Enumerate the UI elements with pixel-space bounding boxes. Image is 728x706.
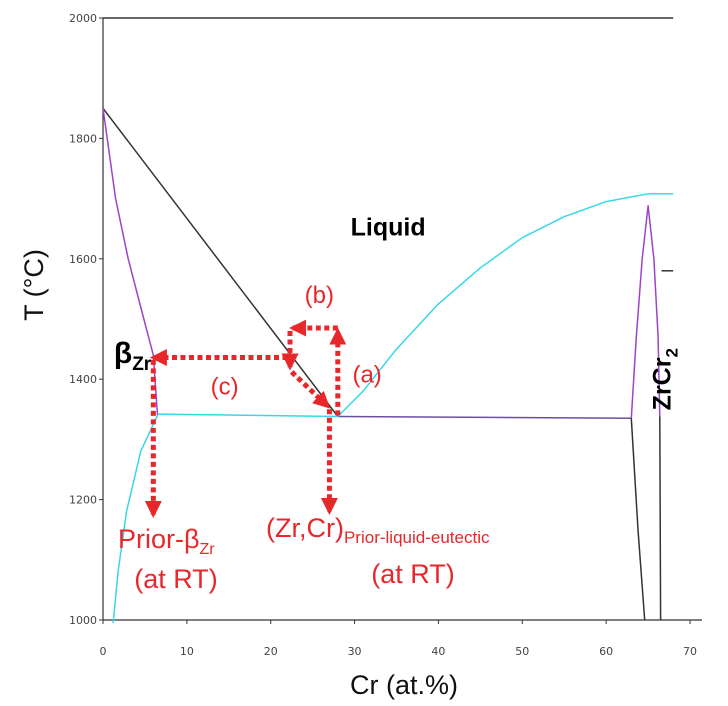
compound-main: ZrCr — [648, 357, 676, 410]
dotted-arrow — [289, 370, 331, 409]
y-tick-label: 2000 — [69, 12, 97, 25]
x-tick-label: 70 — [683, 645, 697, 658]
curve-liquidus-beta — [102, 107, 339, 417]
curve-liquidus-laves — [337, 193, 674, 418]
compound-zrcr2-label: ZrCr2 — [648, 348, 681, 410]
region-liquid-label: Liquid — [351, 214, 426, 242]
eutectic-main: (Zr,Cr) — [266, 513, 344, 543]
curve-eutectic-left — [157, 413, 338, 418]
y-axis-title: T (°C) — [19, 249, 49, 321]
curve-beta-solvus — [112, 414, 159, 624]
annotation-label: (b) — [305, 282, 334, 309]
x-tick-label: 60 — [599, 645, 613, 658]
eutectic-label: (Zr,Cr)Prior-liquid-eutectic — [266, 513, 490, 547]
x-tick-label: 20 — [264, 645, 278, 658]
compound-subscript: 2 — [662, 348, 681, 357]
x-tick-label: 50 — [515, 645, 529, 658]
beta-symbol: β — [114, 337, 132, 370]
axes: 1000 1200 1400 1600 1800 2000 0 10 20 30 40 50 60 70 C… — [19, 12, 702, 700]
annotation-arrows — [144, 319, 347, 519]
eutectic-subscript: Prior-liquid-eutectic — [344, 528, 490, 547]
prior-beta-main: Prior-β — [118, 524, 200, 554]
y-tick-label: 1200 — [69, 494, 97, 507]
annotation-label: (a) — [352, 361, 381, 388]
prior-beta-at-rt: (at RT) — [134, 564, 218, 594]
curve-eutectic-right — [337, 415, 632, 420]
beta-subscript: Zr — [132, 354, 152, 375]
prior-beta-label: Prior-βZr — [118, 524, 215, 558]
y-tick-label: 1600 — [69, 253, 97, 266]
curve-laves-left — [630, 205, 661, 419]
x-axis-title: Cr (at.%) — [350, 670, 458, 700]
prior-beta-subscript: Zr — [200, 541, 216, 558]
annotation-label: (c) — [211, 373, 239, 400]
y-tick-label: 1400 — [69, 373, 97, 386]
eutectic-at-rt: (at RT) — [371, 559, 455, 589]
curve-laves-low — [630, 418, 646, 621]
x-tick-label: 30 — [348, 645, 362, 658]
region-beta-zr-label: βZr — [114, 337, 152, 375]
curve-laves-right — [659, 416, 662, 621]
x-tick-label: 0 — [100, 645, 107, 658]
y-tick-label: 1800 — [69, 132, 97, 145]
y-tick-label: 1000 — [69, 614, 97, 627]
x-tick-label: 10 — [180, 645, 194, 658]
x-tick-label: 40 — [431, 645, 445, 658]
